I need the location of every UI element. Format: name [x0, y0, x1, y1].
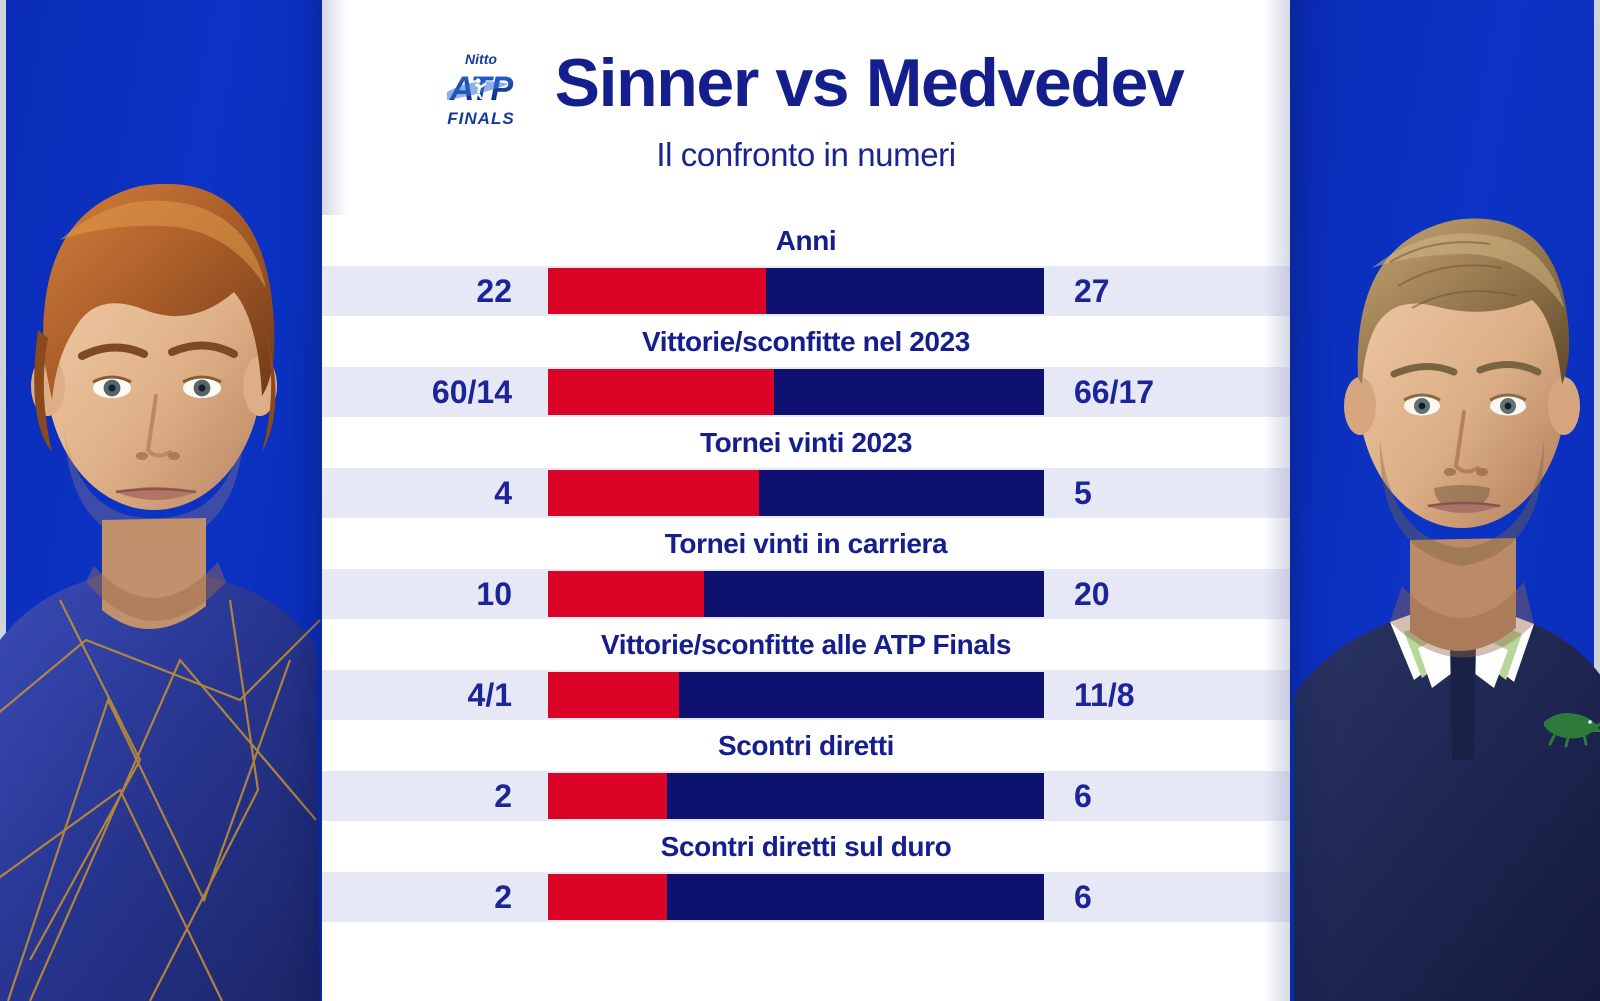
stat-row: Tornei vinti 2023 4 5 — [322, 417, 1290, 518]
title-row: Nitto ATP FINALS Sinner vs Medvedev — [322, 42, 1290, 128]
stat-value-left: 2 — [494, 778, 512, 814]
stats-list: Anni 22 27 Vittorie/sconfitte nel 2023 6… — [322, 215, 1290, 1001]
stat-value-right: 5 — [1074, 475, 1092, 511]
stats-card: Nitto ATP FINALS Sinner vs Medvedev — [322, 0, 1290, 1001]
stat-bar-left-segment — [548, 470, 759, 516]
stat-bar-right-segment — [704, 571, 1044, 617]
stat-row: Scontri diretti sul duro 2 6 — [322, 821, 1290, 922]
stat-value-right: 20 — [1074, 576, 1110, 612]
stat-bar-right-segment — [679, 672, 1044, 718]
nitto-atp-finals-logo: Nitto ATP FINALS — [429, 48, 533, 130]
stat-bar-row: 2 6 — [322, 872, 1290, 922]
stat-bar-right-segment — [773, 369, 1044, 415]
stat-value-right: 6 — [1074, 778, 1092, 814]
stat-bar — [548, 268, 1044, 314]
stat-bar-left-segment — [548, 268, 767, 314]
stat-row: Anni 22 27 — [322, 215, 1290, 316]
stat-value-left: 2 — [494, 879, 512, 915]
stat-bar-row: 60/14 66/17 — [322, 367, 1290, 417]
stat-value-right: 27 — [1074, 273, 1110, 309]
stat-bar-left-segment — [548, 773, 668, 819]
stat-row: Vittorie/sconfitte nel 2023 60/14 66/17 — [322, 316, 1290, 417]
stat-row: Tornei vinti in carriera 10 20 — [322, 518, 1290, 619]
stat-bar — [548, 672, 1044, 718]
page-subtitle: Il confronto in numeri — [656, 136, 956, 173]
stat-label: Scontri diretti — [322, 720, 1290, 771]
stat-value-left: 22 — [476, 273, 512, 309]
stat-bar — [548, 773, 1044, 819]
stat-label: Scontri diretti sul duro — [322, 821, 1290, 872]
stat-value-right: 11/8 — [1074, 677, 1135, 713]
stat-value-left: 60/14 — [431, 374, 512, 410]
stat-label: Tornei vinti 2023 — [322, 417, 1290, 468]
stat-bar-left-segment — [548, 369, 774, 415]
stat-bar — [548, 874, 1044, 920]
frame-edge-right — [1594, 0, 1600, 1001]
stat-bar-left-segment — [548, 874, 668, 920]
stat-value-left: 10 — [476, 576, 512, 612]
stat-bar-row: 10 20 — [322, 569, 1290, 619]
stat-value-right: 66/17 — [1074, 374, 1155, 410]
stat-bar-left-segment — [548, 672, 680, 718]
stat-label: Anni — [322, 215, 1290, 266]
stat-bar-right-segment — [766, 268, 1044, 314]
stat-bar — [548, 470, 1044, 516]
stat-bar — [548, 571, 1044, 617]
stat-label: Tornei vinti in carriera — [322, 518, 1290, 569]
card-header: Nitto ATP FINALS Sinner vs Medvedev — [322, 0, 1290, 180]
stat-bar-row: 4 5 — [322, 468, 1290, 518]
svg-text:Nitto: Nitto — [465, 51, 497, 67]
stat-bar-row: 4/1 11/8 — [322, 670, 1290, 720]
stat-bar-right-segment — [667, 874, 1044, 920]
stat-bar — [548, 369, 1044, 415]
stat-row: Scontri diretti 2 6 — [322, 720, 1290, 821]
stat-bar-row: 2 6 — [322, 771, 1290, 821]
frame-edge-left — [0, 0, 6, 1001]
stat-value-right: 6 — [1074, 879, 1092, 915]
background-panel-left — [0, 0, 324, 1001]
stat-row: Vittorie/sconfitte alle ATP Finals 4/1 1… — [322, 619, 1290, 720]
stat-label: Vittorie/sconfitte alle ATP Finals — [322, 619, 1290, 670]
stat-value-left: 4/1 — [467, 677, 512, 713]
stat-bar-right-segment — [667, 773, 1044, 819]
stat-bar-right-segment — [758, 470, 1044, 516]
background-panel-right — [1288, 0, 1600, 1001]
stat-bar-row: 22 27 — [322, 266, 1290, 316]
svg-text:FINALS: FINALS — [447, 109, 514, 128]
stat-bar-left-segment — [548, 571, 705, 617]
card-footer-space — [322, 922, 1290, 1001]
stat-value-left: 4 — [494, 475, 512, 511]
page-title: Sinner vs Medvedev — [554, 45, 1185, 121]
stat-label: Vittorie/sconfitte nel 2023 — [322, 316, 1290, 367]
